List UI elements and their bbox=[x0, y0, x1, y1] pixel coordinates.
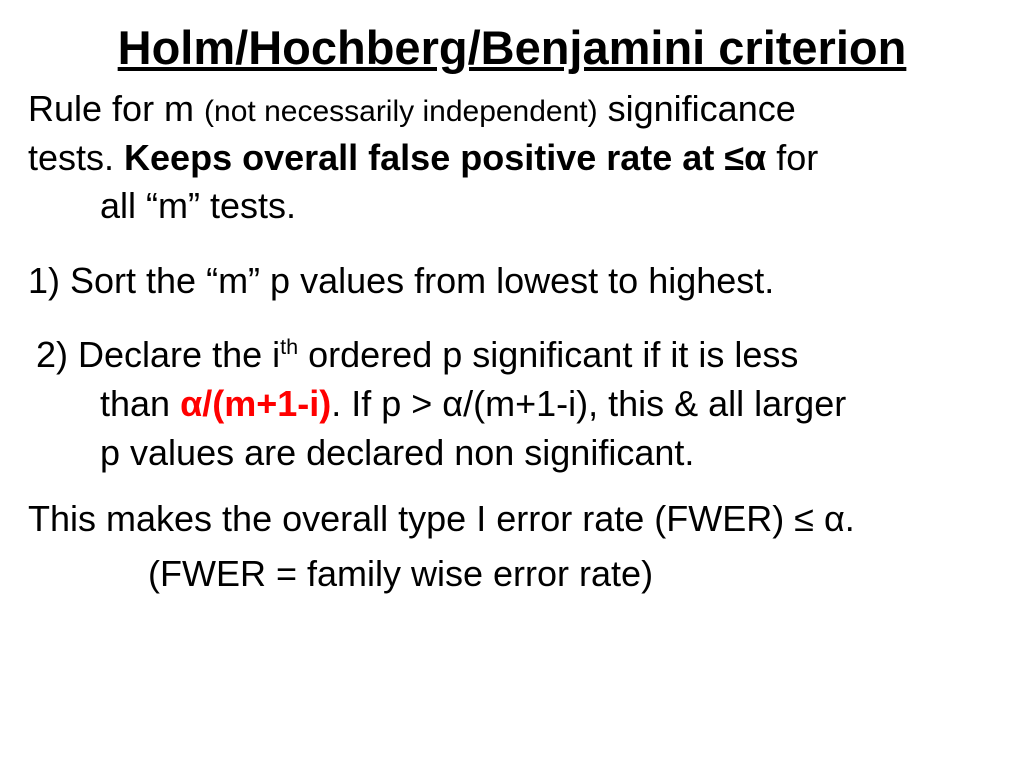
intro-text-1: Rule for m bbox=[28, 88, 204, 129]
step-2-line-1: 2) Declare the ith ordered p significant… bbox=[28, 331, 996, 380]
spacer bbox=[28, 477, 996, 495]
step2-formula: α/(m+1-i) bbox=[180, 383, 331, 424]
conclusion-1: This makes the overall type I error rate… bbox=[28, 495, 996, 544]
intro-bold: Keeps overall false positive rate at ≤α bbox=[124, 137, 766, 178]
intro-line-2: tests. Keeps overall false positive rate… bbox=[28, 134, 996, 183]
intro-line2a: tests. bbox=[28, 137, 124, 178]
step-1: 1) Sort the “m” p values from lowest to … bbox=[28, 257, 996, 306]
step2-1b: ordered p significant if it is less bbox=[298, 334, 798, 375]
step2-sup: th bbox=[280, 334, 298, 359]
intro-line-3: all “m” tests. bbox=[28, 182, 996, 231]
intro-line-1: Rule for m (not necessarily independent)… bbox=[28, 85, 996, 134]
step2-1a: 2) Declare the i bbox=[36, 334, 280, 375]
spacer bbox=[28, 231, 996, 257]
step-2-line-3: p values are declared non significant. bbox=[28, 429, 996, 478]
step-2-line-2: than α/(m+1-i). If p > α/(m+1-i), this &… bbox=[28, 380, 996, 429]
step2-2b: . If p > α/(m+1-i), this & all larger bbox=[331, 383, 846, 424]
intro-text-2: significance bbox=[598, 88, 796, 129]
intro-paren: (not necessarily independent) bbox=[204, 95, 598, 128]
slide-container: Holm/Hochberg/Benjamini criterion Rule f… bbox=[0, 0, 1024, 768]
slide-title: Holm/Hochberg/Benjamini criterion bbox=[28, 20, 996, 75]
spacer bbox=[28, 305, 996, 331]
conclusion-2: (FWER = family wise error rate) bbox=[28, 550, 996, 599]
intro-line2b: for bbox=[766, 137, 818, 178]
step2-2a: than bbox=[100, 383, 180, 424]
